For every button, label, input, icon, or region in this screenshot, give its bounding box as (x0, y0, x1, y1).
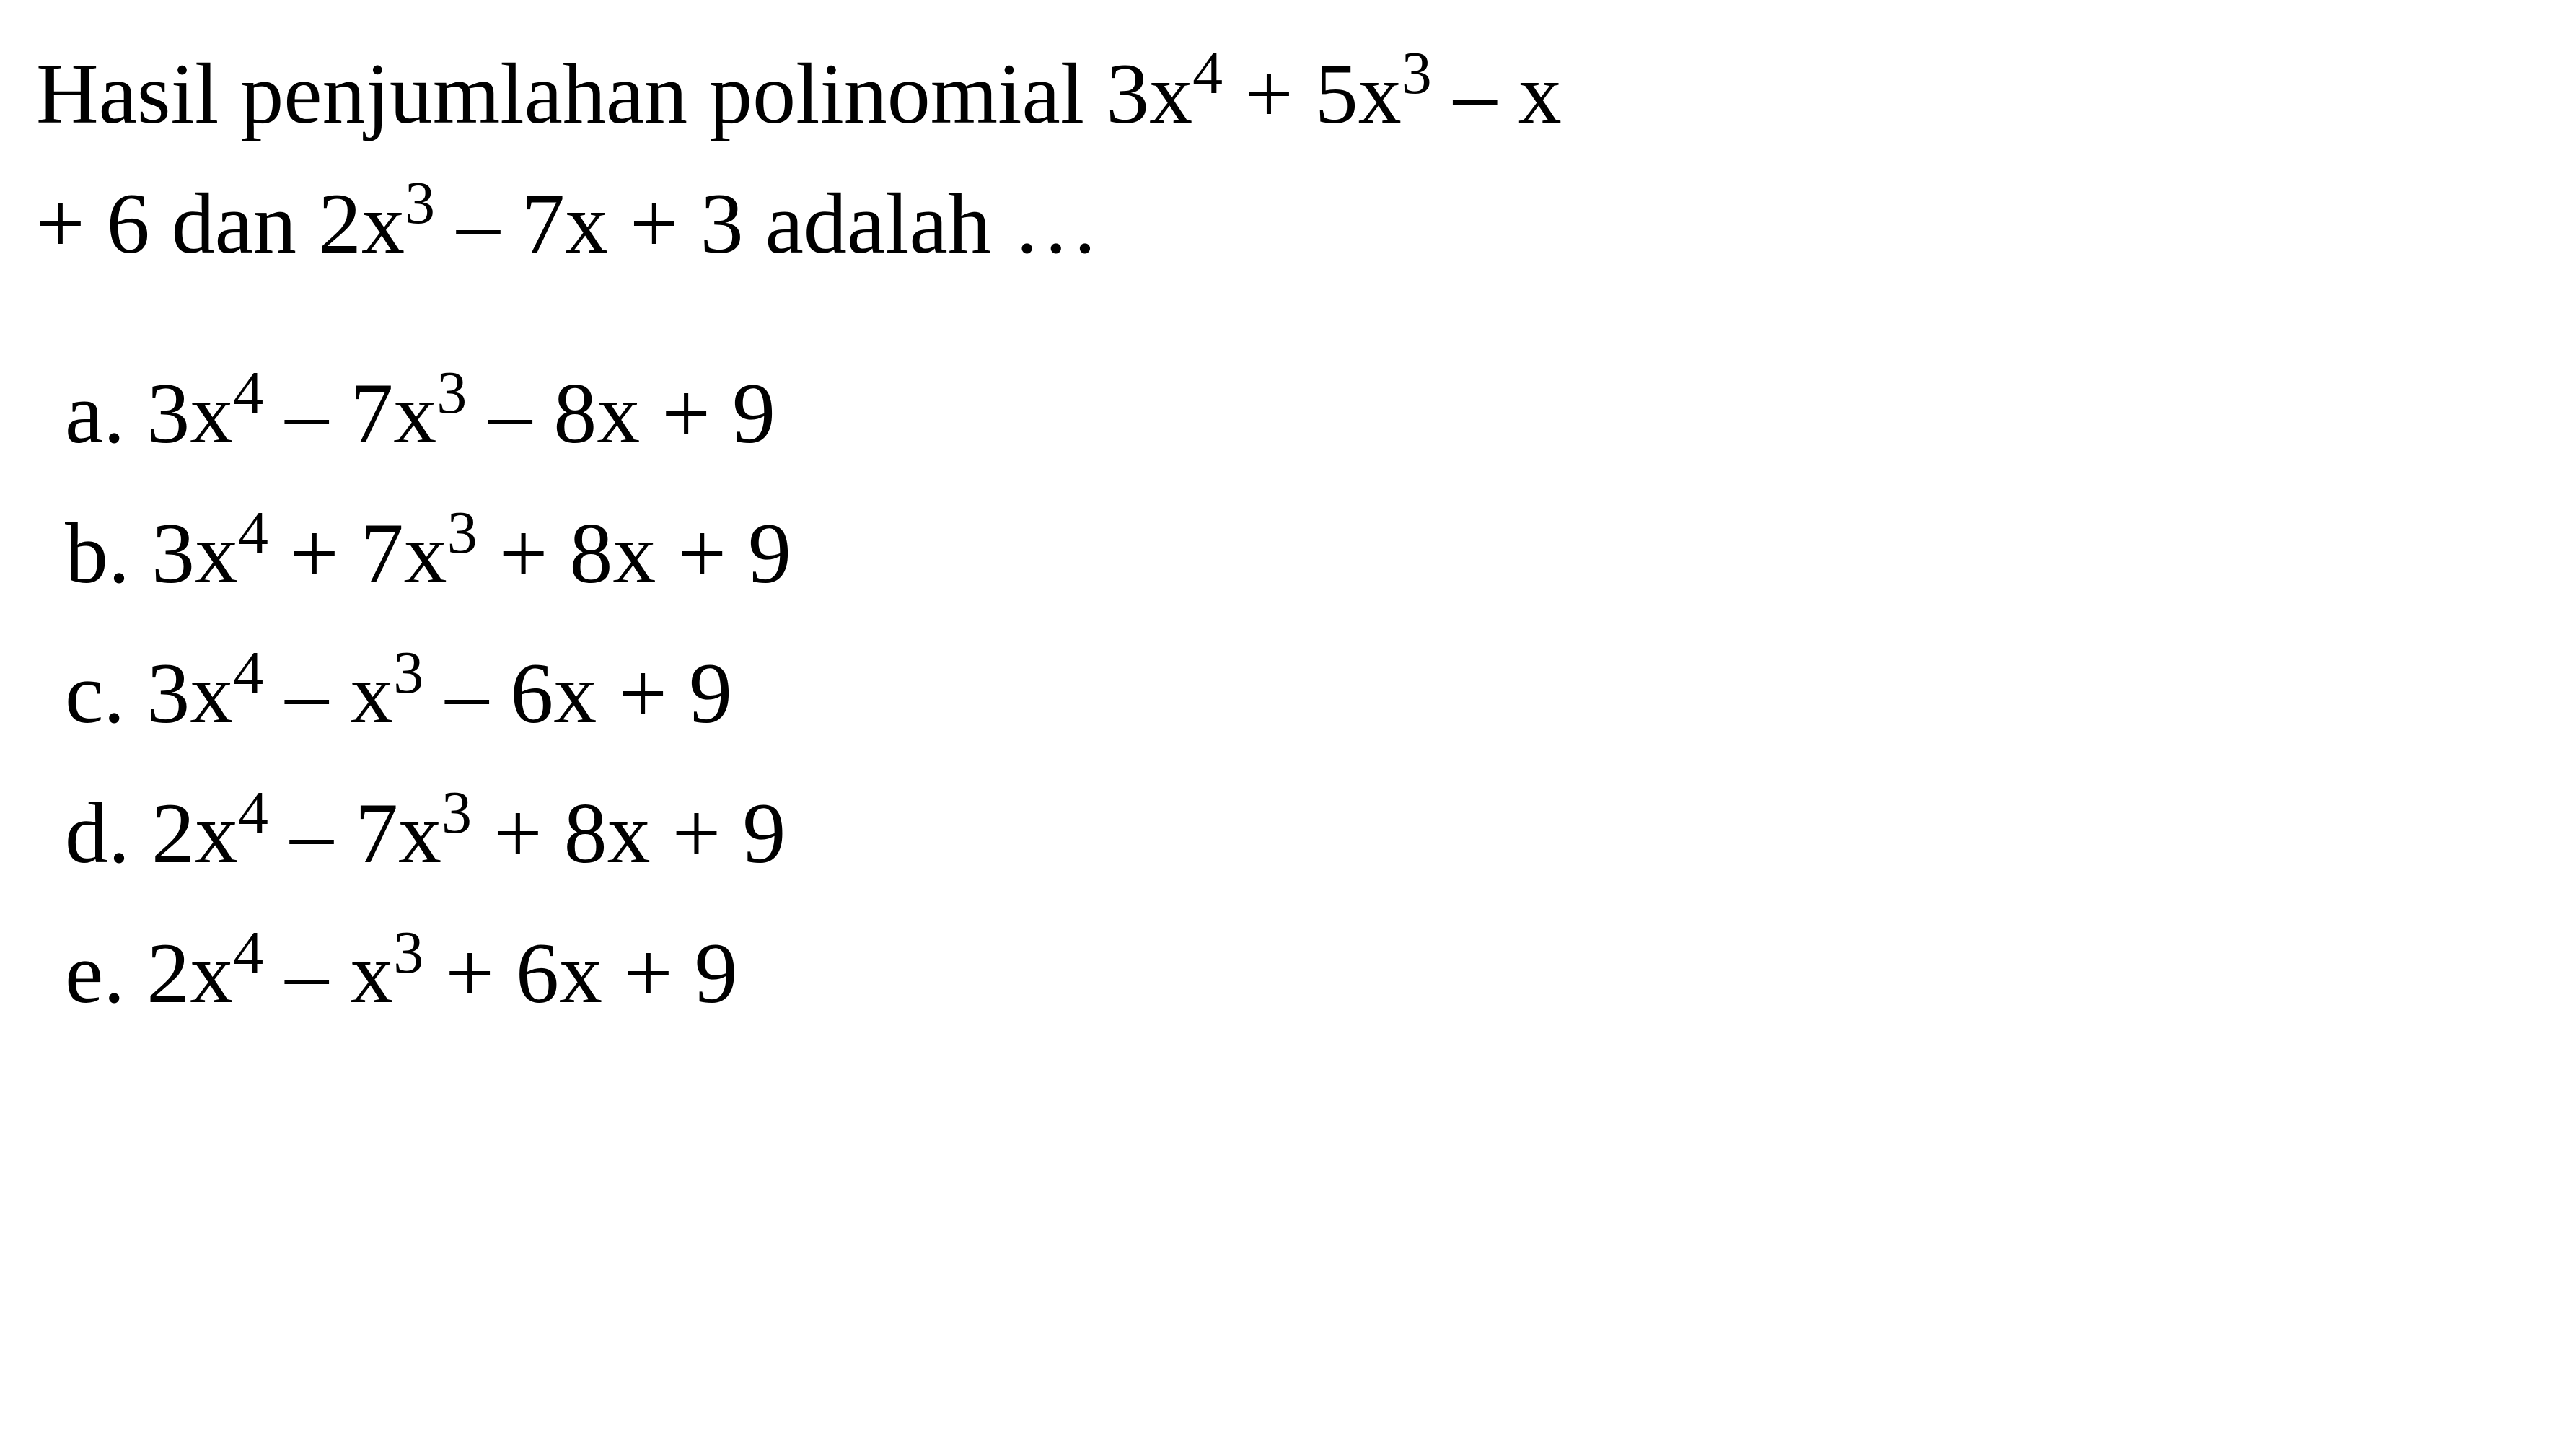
option-e-p3: + 6x + 9 (423, 925, 737, 1021)
option-a: a. 3x4 – 7x3 – 8x + 9 (65, 346, 2540, 481)
option-d-e1: 4 (238, 779, 268, 846)
option-a-p1: 3x (146, 365, 233, 461)
options-list: a. 3x4 – 7x3 – 8x + 9 b. 3x4 + 7x3 + 8x … (36, 346, 2540, 1040)
option-b-e2: 3 (447, 499, 478, 566)
question-line2-part2: – 7x + 3 adalah … (435, 175, 1099, 271)
question-line1-exp2: 3 (1402, 40, 1432, 107)
option-a-p2: – 7x (263, 365, 436, 461)
question-line1-part2: + 5x (1223, 45, 1402, 141)
question-line1-part1: Hasil penjumlahan polinomial 3x (36, 45, 1192, 141)
option-e-p1: 2x (146, 925, 233, 1021)
option-d-p3: + 8x + 9 (472, 785, 786, 881)
option-e-label: e. (65, 925, 146, 1021)
option-c: c. 3x4 – x3 – 6x + 9 (65, 626, 2540, 760)
option-c-label: c. (65, 645, 146, 741)
option-a-p3: – 8x + 9 (467, 365, 775, 461)
option-c-p2: – x (263, 645, 393, 741)
question-line2-part1: + 6 dan 2x (36, 175, 405, 271)
option-b-p2: + 7x (268, 505, 447, 601)
option-d-p2: – 7x (268, 785, 441, 881)
question-line1-exp1: 4 (1192, 40, 1223, 107)
option-a-label: a. (65, 365, 146, 461)
option-a-e1: 4 (233, 359, 263, 426)
option-d-p1: 2x (151, 785, 238, 881)
option-b-p3: + 8x + 9 (478, 505, 791, 601)
question-prompt: Hasil penjumlahan polinomial 3x4 + 5x3 –… (36, 29, 2540, 289)
option-e-e2: 3 (393, 919, 423, 986)
option-d-e2: 3 (441, 779, 472, 846)
option-c-e2: 3 (393, 639, 423, 706)
option-b-e1: 4 (238, 499, 268, 566)
option-c-e1: 4 (233, 639, 263, 706)
option-a-e2: 3 (436, 359, 467, 426)
option-b-p1: 3x (151, 505, 238, 601)
option-e-e1: 4 (233, 919, 263, 986)
option-e: e. 2x4 – x3 + 6x + 9 (65, 906, 2540, 1040)
option-c-p1: 3x (146, 645, 233, 741)
option-e-p2: – x (263, 925, 393, 1021)
option-c-p3: – 6x + 9 (423, 645, 732, 741)
option-d: d. 2x4 – 7x3 + 8x + 9 (65, 766, 2540, 900)
option-b: b. 3x4 + 7x3 + 8x + 9 (65, 486, 2540, 620)
question-line1-part3: – x (1432, 45, 1562, 141)
option-d-label: d. (65, 785, 151, 881)
question-line2-exp1: 3 (405, 170, 435, 237)
option-b-label: b. (65, 505, 151, 601)
